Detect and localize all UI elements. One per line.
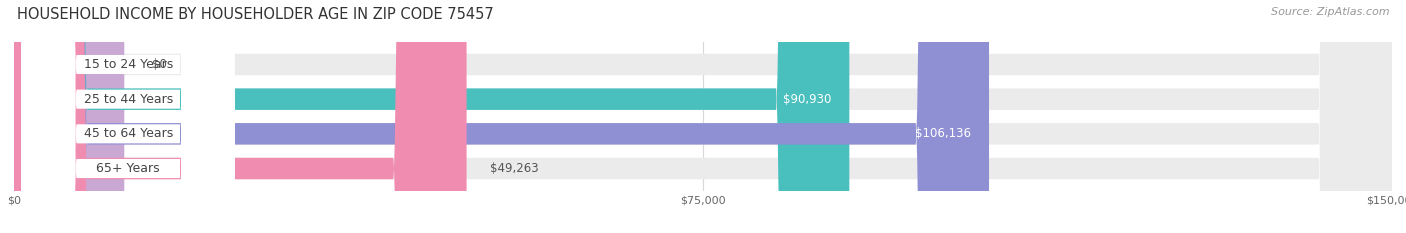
FancyBboxPatch shape [14, 0, 849, 233]
Text: $90,930: $90,930 [783, 93, 831, 106]
Text: 65+ Years: 65+ Years [97, 162, 160, 175]
Text: 15 to 24 Years: 15 to 24 Years [83, 58, 173, 71]
FancyBboxPatch shape [14, 0, 1392, 233]
FancyBboxPatch shape [14, 0, 1392, 233]
FancyBboxPatch shape [14, 0, 1392, 233]
FancyBboxPatch shape [14, 0, 467, 233]
Text: HOUSEHOLD INCOME BY HOUSEHOLDER AGE IN ZIP CODE 75457: HOUSEHOLD INCOME BY HOUSEHOLDER AGE IN Z… [17, 7, 494, 22]
FancyBboxPatch shape [21, 0, 235, 233]
Text: $0: $0 [152, 58, 167, 71]
FancyBboxPatch shape [14, 0, 124, 233]
Text: $106,136: $106,136 [915, 127, 970, 140]
Text: 25 to 44 Years: 25 to 44 Years [83, 93, 173, 106]
Text: 45 to 64 Years: 45 to 64 Years [83, 127, 173, 140]
FancyBboxPatch shape [21, 0, 235, 233]
Text: Source: ZipAtlas.com: Source: ZipAtlas.com [1271, 7, 1389, 17]
FancyBboxPatch shape [21, 0, 235, 233]
FancyBboxPatch shape [14, 0, 1392, 233]
FancyBboxPatch shape [14, 0, 988, 233]
FancyBboxPatch shape [21, 0, 235, 233]
Text: $49,263: $49,263 [489, 162, 538, 175]
